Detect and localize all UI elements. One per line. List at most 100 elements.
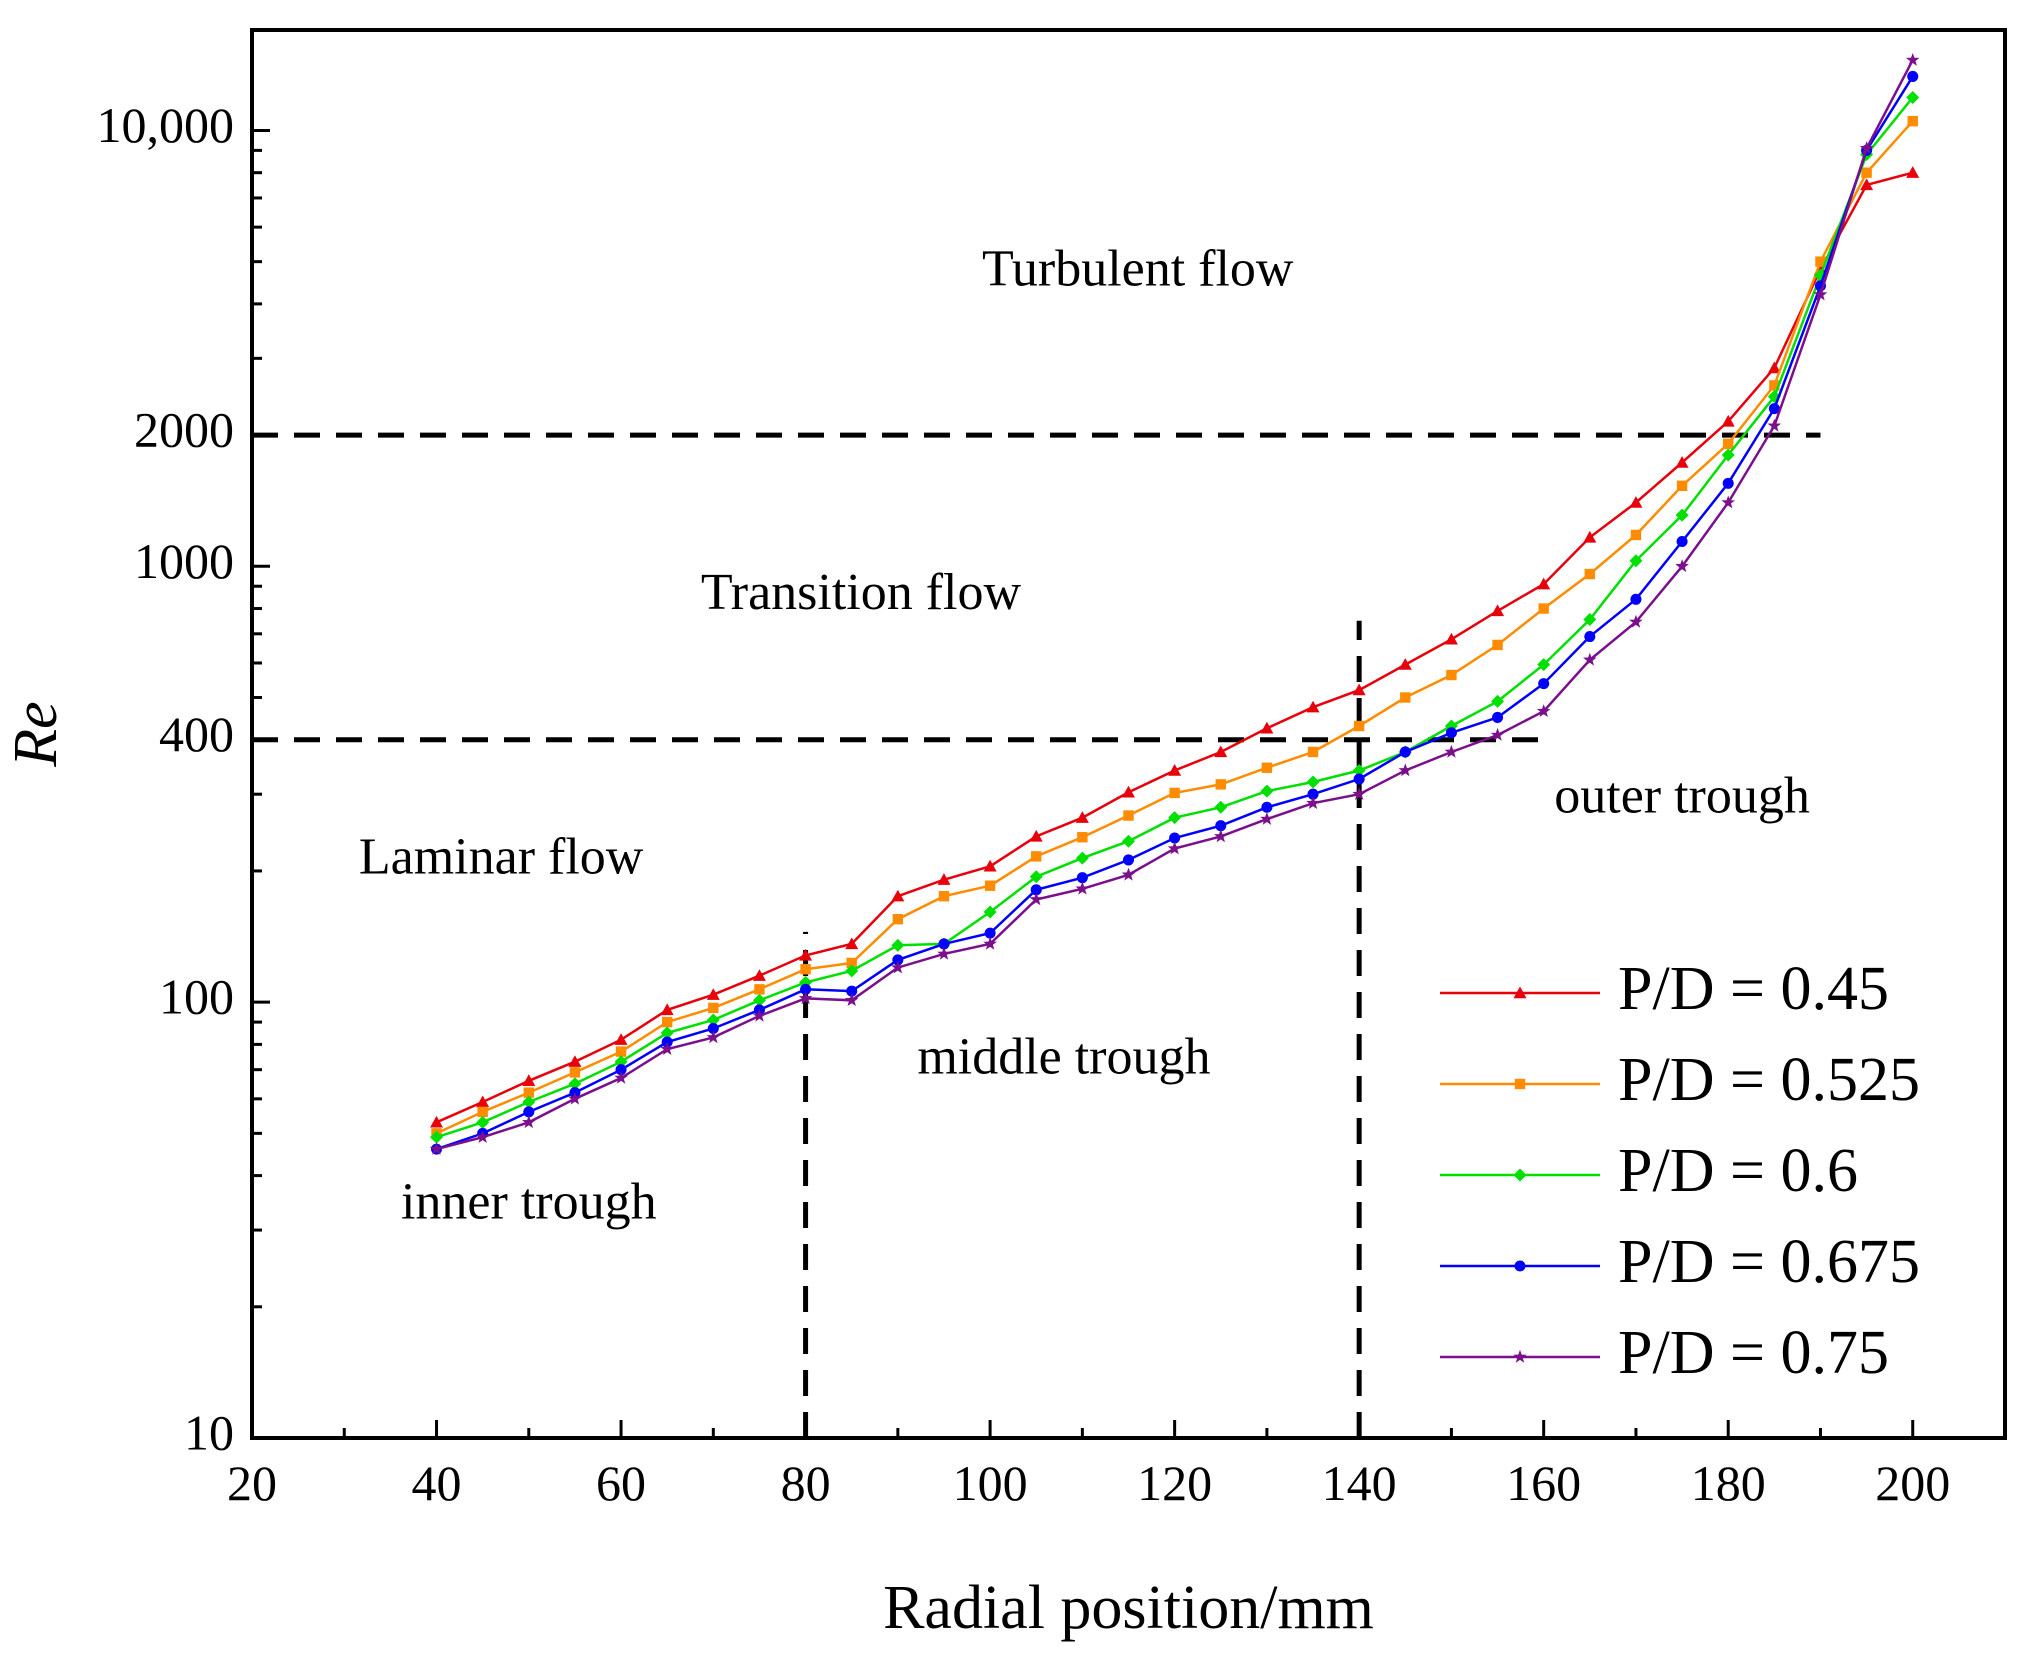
y-tick-label: 10 [184,1404,234,1460]
triangle-marker [891,889,905,902]
triangle-marker [1675,456,1689,468]
square-marker [661,1016,673,1028]
square-marker [1630,529,1642,541]
star-marker [706,1030,721,1044]
circle-marker [523,1106,535,1118]
star-marker [1214,829,1228,843]
triangle-marker [1168,764,1182,776]
star-marker [1813,287,1828,301]
square-marker [1169,787,1180,799]
square-marker [477,1106,488,1118]
annotation-label: Laminar flow [359,829,644,886]
triangle-marker [1306,700,1320,713]
triangle-marker [568,1055,582,1067]
diamond-marker [845,964,859,978]
circle-marker [1122,854,1135,866]
diamond-marker [568,1077,582,1091]
star-marker [1536,704,1551,717]
x-tick-label: 100 [953,1455,1028,1511]
circle-marker [1907,70,1919,82]
square-marker [1514,1078,1526,1090]
diamond-marker [614,1055,628,1069]
annotation-label: outer trough [1554,768,1810,825]
triangle-marker [1075,811,1089,823]
square-marker [1815,256,1826,267]
diamond-marker [1513,1168,1527,1182]
diamond-marker [1675,508,1689,522]
x-tick-label: 120 [1137,1455,1212,1511]
triangle-marker [1260,721,1274,734]
diamond-marker [891,938,905,952]
y-tick-label: 1000 [134,533,234,589]
triangle-marker [1352,683,1366,696]
star-marker [475,1130,490,1143]
star-marker [1352,787,1366,800]
triangle-marker [706,988,720,1000]
annotations: Turbulent flow Transition flow Laminar flo… [359,240,1810,1230]
circle-marker [800,983,812,995]
triangle-marker [1767,361,1781,374]
triangle-marker [1721,414,1735,427]
diamond-marker [1306,775,1320,789]
annotation-label: inner trough [401,1173,657,1230]
square-marker [1123,810,1134,821]
circle-marker [1768,403,1780,415]
square-marker [846,957,857,969]
annotation-label: Turbulent flow [982,240,1294,297]
legend-label: P/D = 0.45 [1618,955,1889,1023]
annotation-label: Transition flow [701,564,1022,621]
diamond-marker [1629,554,1643,568]
star-marker [660,1042,674,1055]
circle-marker [1514,1260,1526,1272]
diamond-marker [1491,694,1505,708]
square-marker [615,1046,627,1057]
star-marker [1767,418,1782,432]
x-tick-label: 80 [781,1455,831,1511]
star-marker [1075,881,1090,895]
series-5 [429,53,1920,1155]
square-marker [1307,746,1319,758]
diamond-marker [1214,800,1228,814]
diamond-marker [752,993,766,1007]
circle-marker [1076,872,1088,884]
x-tick-label: 20 [227,1455,277,1511]
square-marker [938,891,950,902]
star-marker [798,991,813,1005]
circle-marker [984,927,996,939]
diamond-marker [1029,870,1043,884]
triangle-marker [1029,829,1043,842]
star-marker [1513,1349,1527,1363]
star-marker [983,936,997,950]
circle-marker [1030,884,1042,896]
circle-marker [707,1022,719,1035]
diamond-marker [522,1095,536,1109]
star-marker [844,993,859,1006]
triangle-marker [1629,496,1643,508]
star-marker [1444,744,1459,758]
legend-label: P/D = 0.675 [1618,1228,1920,1296]
triangle-marker [1906,166,1920,178]
axis-ticks [250,128,1915,1440]
circle-marker [1261,801,1273,813]
star-marker [1675,559,1689,573]
square-marker [984,880,996,891]
diamond-marker [1260,784,1274,798]
plot-frame [250,28,2007,1440]
diamond-marker [1122,834,1135,848]
triangle-marker [1491,604,1505,617]
axis-tick-labels: 20 40 60 80 100 120 140 160 180 200 10 100 400 1000 20… [97,97,1951,1511]
square-marker [800,964,811,975]
square-marker [1400,692,1411,703]
square-marker [1077,832,1088,843]
star-marker [1859,141,1874,155]
star-marker [614,1070,628,1084]
circle-marker [1445,727,1457,739]
square-marker [1861,167,1872,178]
circle-marker [1399,746,1411,758]
square-marker [569,1067,581,1078]
star-marker [1029,892,1043,906]
star-marker [429,1142,444,1155]
star-marker [1583,652,1597,666]
star-marker [1260,812,1274,825]
